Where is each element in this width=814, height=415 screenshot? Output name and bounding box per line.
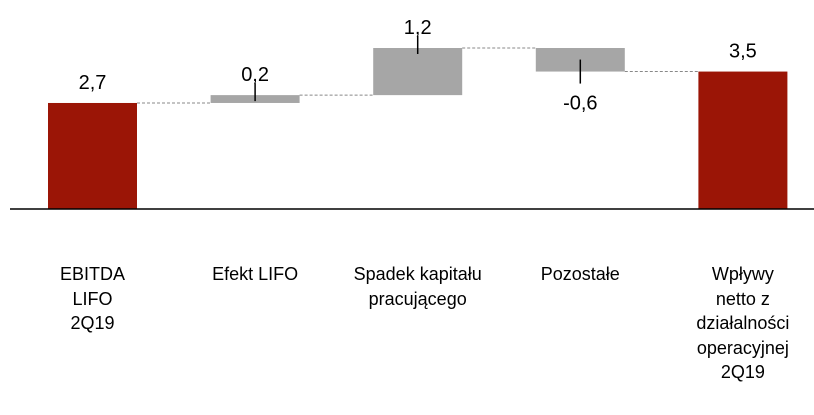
value-label: 2,7 (79, 72, 107, 94)
bar (698, 71, 788, 209)
value-label: -0,6 (563, 93, 597, 115)
bar (373, 48, 463, 96)
value-label: 1,2 (404, 17, 432, 39)
bar (48, 102, 137, 209)
value-label: 3,5 (729, 41, 757, 63)
value-label: 0,2 (241, 64, 269, 86)
category-label: EBITDA LIFO 2Q19 (59, 264, 125, 333)
category-label: Wpływy netto z działalności operacyjnej … (696, 264, 790, 382)
category-label: Efekt LIFO (212, 264, 299, 284)
category-label: Spadek kapitału pracującego (353, 264, 482, 309)
category-label: Pozostałe (540, 264, 620, 284)
